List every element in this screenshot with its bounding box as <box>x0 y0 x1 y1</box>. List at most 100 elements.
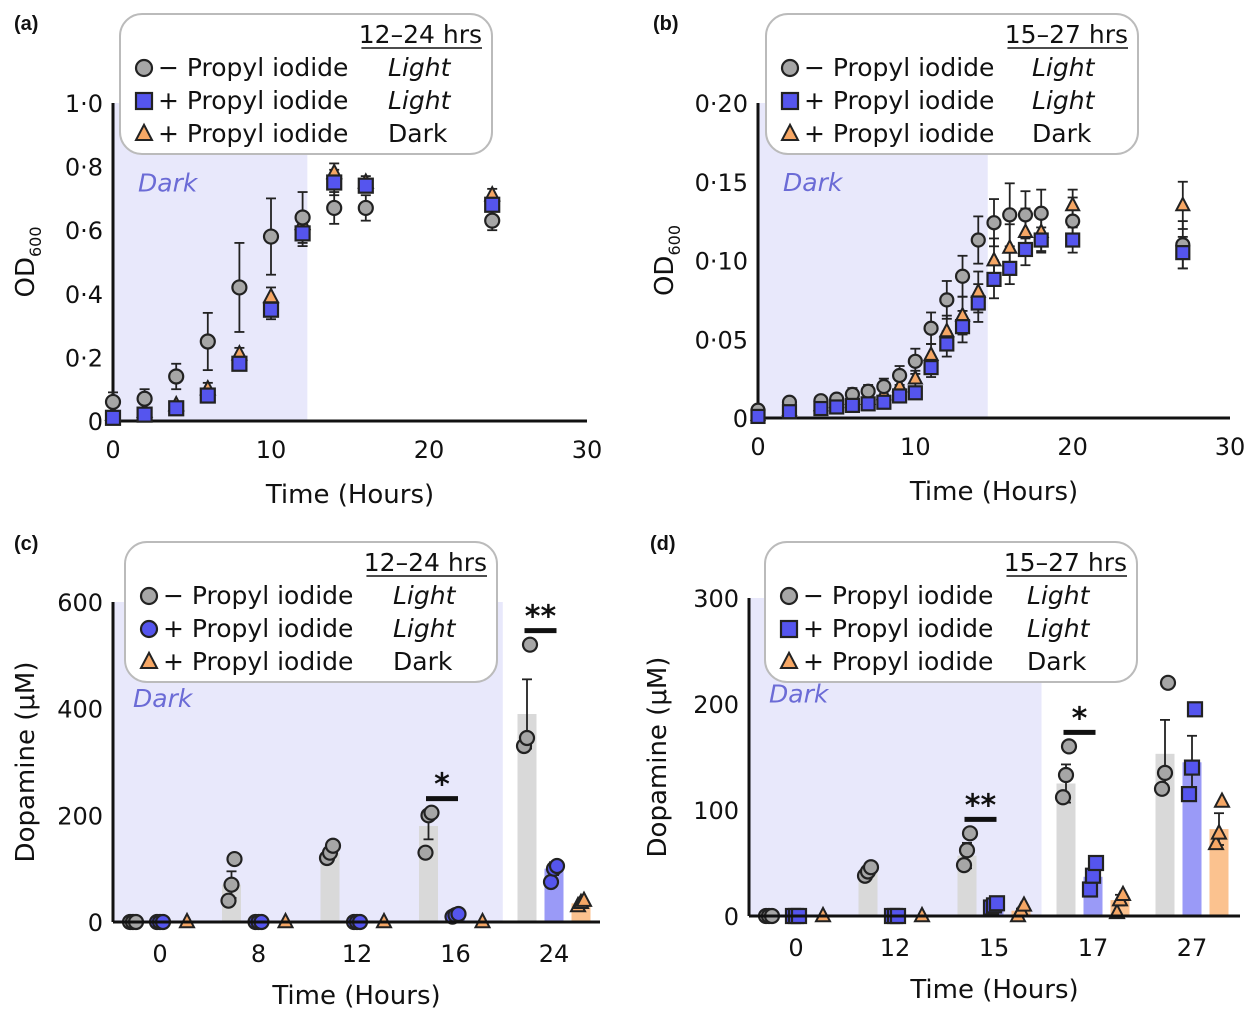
x-tick-label: 10 <box>256 436 287 464</box>
dark-period-shade <box>758 103 988 418</box>
legend-label-1: − Propyl iodide <box>804 53 994 82</box>
y-tick-label: 0·2 <box>65 344 103 372</box>
y-axis-label: Dopamine (μM) <box>643 657 673 858</box>
point-s2-15 <box>1017 241 1034 258</box>
point-s1-12-2 <box>862 859 880 876</box>
significance-stars: * <box>1072 701 1088 736</box>
point-s1-9 <box>923 320 939 336</box>
dark-period-label: Dark <box>138 169 199 198</box>
legend-marker-1 <box>779 586 799 606</box>
legend-condition-2: Light <box>388 86 452 115</box>
legend-marker-3 <box>139 650 159 669</box>
legend-label-2: + Propyl iodide <box>158 86 348 115</box>
x-tick-label: 30 <box>1215 433 1246 461</box>
y-axis-label: OD600 <box>11 226 45 297</box>
legend-condition-2: Light <box>1027 614 1091 643</box>
panel-c: (c) Dark 0 8 12 16 24 0 200 400 600 Time (Hours) Dop… <box>11 533 600 1011</box>
point-s3-18 <box>1174 195 1191 212</box>
point-s1-17 <box>1065 213 1081 229</box>
point-s3-27-1 <box>1210 823 1228 840</box>
legend-condition-1: Light <box>393 581 457 610</box>
point-s1-13 <box>986 215 1002 231</box>
x-tick-label: 0 <box>788 934 803 962</box>
y-tick-label: 0·10 <box>695 248 748 276</box>
point-s3-8 <box>907 369 924 385</box>
dark-period-label: Dark <box>769 679 830 708</box>
point-s2-4 <box>844 397 861 413</box>
point-s1-2 <box>168 368 185 385</box>
significance-stars: ** <box>965 788 997 823</box>
dark-period-shade <box>113 103 308 421</box>
legend-condition-3: Dark <box>1032 119 1092 148</box>
point-s2-8 <box>907 385 923 401</box>
point-s2-3 <box>199 387 216 404</box>
point-s2-6 <box>294 225 311 242</box>
x-tick-label: 20 <box>414 436 445 464</box>
point-s1-15-0 <box>955 857 973 874</box>
y-tick-label: 0·20 <box>695 90 748 118</box>
point-s1-6 <box>876 378 892 395</box>
legend-marker-1 <box>134 58 154 78</box>
panel-a: (a) Dark 0 10 20 30 0 0·2 0·4 0·6 0·8 1·0 Time (Hour… <box>11 13 602 510</box>
y-axis-label: OD600 <box>650 225 684 296</box>
point-s1-16-0 <box>417 844 434 861</box>
point-s2-0 <box>750 408 766 425</box>
legend-condition-1: Light <box>1032 53 1096 82</box>
point-s1-11 <box>954 268 971 284</box>
point-s2-14 <box>1002 260 1018 276</box>
point-s1-27-1 <box>1156 764 1174 782</box>
point-s2-11 <box>954 319 971 335</box>
point-s1-15-1 <box>958 842 976 859</box>
point-s2-12 <box>970 295 986 311</box>
point-s1-5 <box>860 383 876 399</box>
legend-condition-2: Light <box>393 614 457 643</box>
point-s1-12-2 <box>324 837 342 854</box>
point-s3-10 <box>938 321 955 338</box>
y-tick-label: 0 <box>88 909 103 937</box>
point-s3-27-2 <box>1213 791 1231 808</box>
point-s1-9 <box>484 212 501 229</box>
point-s1-8 <box>907 353 923 369</box>
y-tick-label: 0·05 <box>695 326 748 354</box>
legend-marker-3 <box>134 122 154 141</box>
point-s1-1 <box>136 390 153 407</box>
panel-d: (d) Dark 0 12 15 17 27 0 100 200 300 Time (Hours) Do… <box>643 533 1240 1005</box>
point-s3-14 <box>1001 238 1018 254</box>
point-s2-2 <box>168 400 185 417</box>
y-tick-label: 0 <box>724 903 739 931</box>
panel-label: (d) <box>650 533 676 555</box>
y-tick-label: 600 <box>57 589 103 617</box>
point-s1-8-2 <box>226 850 243 868</box>
x-tick-label: 20 <box>1057 433 1088 461</box>
point-s1-16 <box>1033 205 1049 221</box>
x-tick-label: 0 <box>152 940 167 968</box>
legend-title: 15–27 hrs <box>1005 20 1128 49</box>
legend-title: 12–24 hrs <box>364 548 487 577</box>
legend-label-3: + Propyl iodide <box>804 119 994 148</box>
point-s2-16-2 <box>450 905 467 923</box>
point-s2-5 <box>262 301 280 318</box>
legend-label-2: + Propyl iodide <box>804 86 994 115</box>
legend-marker-2 <box>134 91 154 111</box>
legend-marker-3 <box>780 122 800 141</box>
y-tick-label: 0 <box>88 408 103 436</box>
point-s2-27-0 <box>1180 785 1198 803</box>
x-axis-label: Time (Hours) <box>909 975 1078 1005</box>
point-s3-27-0 <box>1207 833 1225 851</box>
panel-label: (c) <box>14 533 38 555</box>
x-axis-label: Time (Hours) <box>265 480 434 510</box>
legend-label-3: + Propyl iodide <box>158 119 348 148</box>
point-s2-1 <box>781 404 798 420</box>
point-s1-16-2 <box>423 804 440 821</box>
x-tick-label: 16 <box>440 940 471 968</box>
legend-marker-3 <box>779 650 799 669</box>
legend-condition-3: Dark <box>393 647 453 676</box>
y-tick-label: 400 <box>57 696 103 724</box>
point-s1-4 <box>231 279 248 296</box>
point-s1-27-0 <box>1153 780 1171 797</box>
x-tick-label: 10 <box>900 433 931 461</box>
point-s1-8-1 <box>223 876 240 893</box>
point-s2-27-2 <box>1186 701 1204 718</box>
legend-label-1: − Propyl iodide <box>158 53 348 82</box>
